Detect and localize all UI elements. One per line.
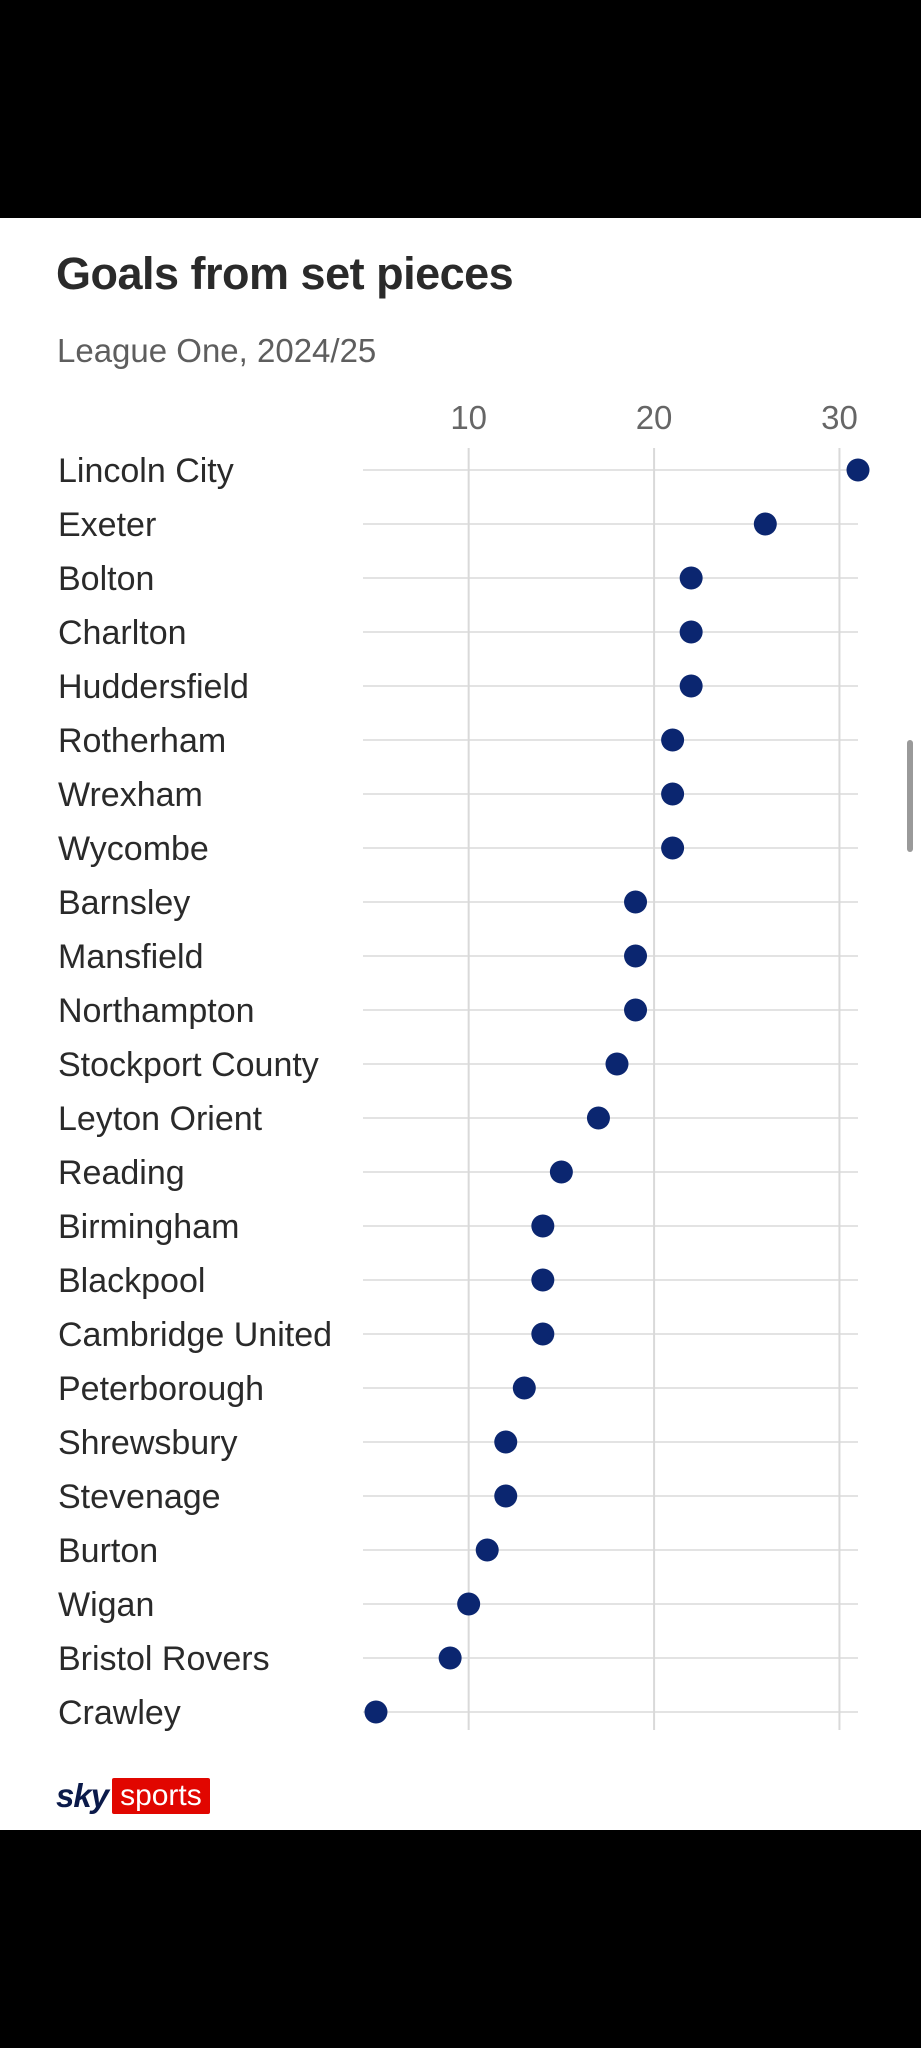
team-label: Exeter	[58, 506, 156, 544]
chart-title: Goals from set pieces	[56, 248, 514, 299]
data-point	[531, 1214, 555, 1238]
team-label: Rotherham	[58, 722, 226, 760]
data-point	[475, 1538, 499, 1562]
team-label: Barnsley	[58, 884, 190, 922]
data-point	[679, 674, 703, 698]
data-point	[679, 620, 703, 644]
team-label: Birmingham	[58, 1208, 239, 1246]
team-label: Wycombe	[58, 830, 209, 868]
data-point	[457, 1592, 481, 1616]
data-point	[753, 512, 777, 536]
team-label: Cambridge United	[58, 1316, 332, 1354]
data-point	[438, 1646, 462, 1670]
data-point	[624, 890, 648, 914]
dot-plot: 10 20 30 Lincoln City Exeter Bolton Charlton Hu…	[58, 399, 870, 1732]
team-label: Reading	[58, 1154, 185, 1192]
data-point	[549, 1160, 573, 1184]
chart-card: Goals from set pieces League One, 2024/2…	[0, 218, 921, 1830]
data-point	[531, 1268, 555, 1292]
team-label: Wigan	[58, 1586, 154, 1624]
data-point	[605, 1052, 629, 1076]
team-label: Charlton	[58, 614, 187, 652]
team-label: Crawley	[58, 1694, 181, 1732]
data-point	[661, 782, 685, 806]
logo-sports-text: sports	[112, 1778, 210, 1814]
team-label: Wrexham	[58, 776, 203, 814]
team-label: Bristol Rovers	[58, 1640, 270, 1678]
team-label: Blackpool	[58, 1262, 205, 1300]
team-label: Bolton	[58, 560, 154, 598]
data-point	[661, 836, 685, 860]
team-label: Burton	[58, 1532, 158, 1570]
team-label: Lincoln City	[58, 452, 234, 490]
data-point	[661, 728, 685, 752]
team-label: Stockport County	[58, 1046, 319, 1084]
chart-subtitle: League One, 2024/25	[57, 332, 377, 369]
x-tick-label: 20	[636, 399, 673, 436]
data-point	[531, 1322, 555, 1346]
data-point	[679, 566, 703, 590]
team-label: Shrewsbury	[58, 1424, 238, 1462]
data-point	[494, 1484, 518, 1508]
data-point	[624, 998, 648, 1022]
team-label: Leyton Orient	[58, 1100, 263, 1138]
team-label: Northampton	[58, 992, 255, 1030]
x-tick-label: 30	[821, 399, 858, 436]
team-label: Peterborough	[58, 1370, 264, 1408]
scrollbar[interactable]	[907, 740, 913, 852]
sky-sports-logo: sky sports	[56, 1776, 210, 1816]
data-point	[494, 1430, 518, 1454]
data-point	[624, 944, 648, 968]
team-label: Stevenage	[58, 1478, 221, 1516]
logo-sky-text: sky	[56, 1777, 109, 1814]
data-point	[846, 458, 870, 482]
team-label: Huddersfield	[58, 668, 249, 706]
team-label: Mansfield	[58, 938, 204, 976]
data-point	[512, 1376, 536, 1400]
data-point	[364, 1700, 388, 1724]
data-point	[586, 1106, 610, 1130]
x-tick-label: 10	[450, 399, 487, 436]
